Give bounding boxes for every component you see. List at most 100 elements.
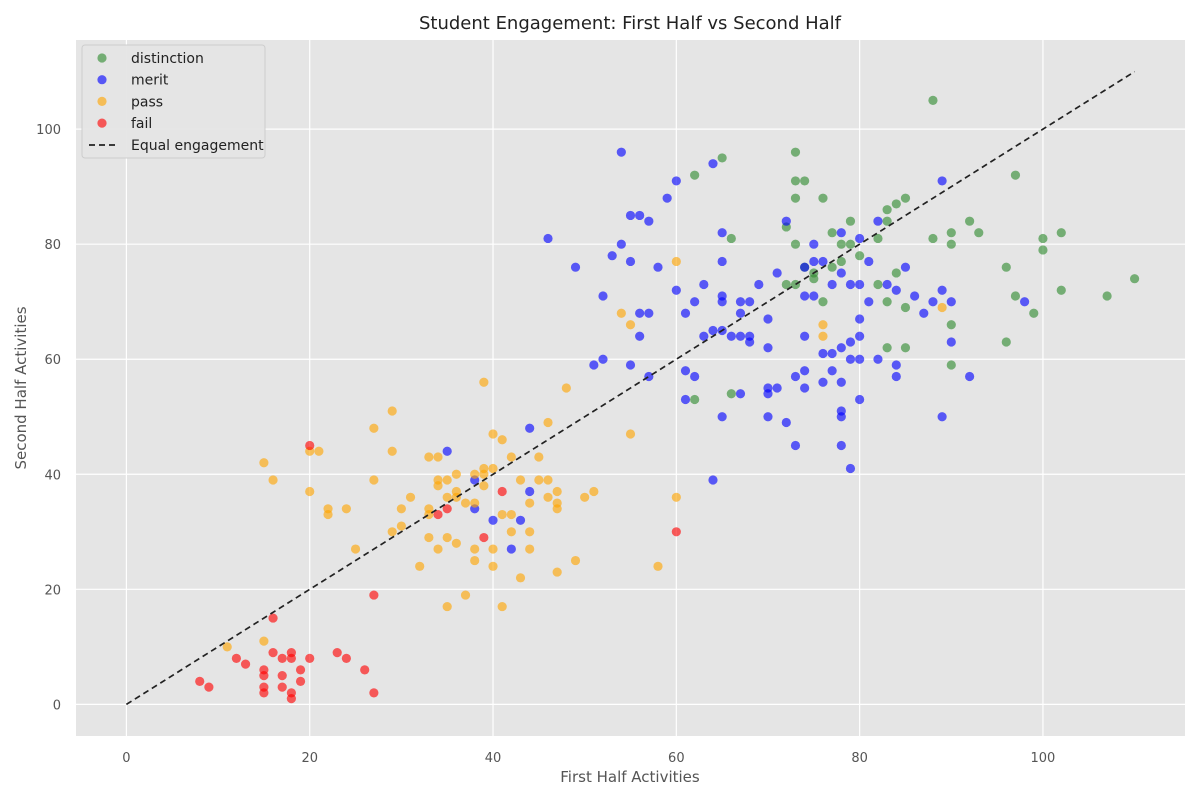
- data-point-distinction: [1010, 291, 1021, 301]
- data-point-pass: [433, 544, 443, 554]
- data-point-distinction: [946, 228, 956, 238]
- data-point-pass: [451, 469, 461, 479]
- data-point-pass: [671, 492, 681, 502]
- x-tick-label: 80: [851, 751, 868, 766]
- legend: distinction merit pass fail Equal engagement: [81, 44, 266, 159]
- data-point-pass: [470, 498, 480, 508]
- data-point-distinction: [1102, 291, 1112, 301]
- data-point-merit: [616, 147, 626, 157]
- data-point-distinction: [1001, 337, 1011, 347]
- legend-label-merit: merit: [131, 73, 169, 89]
- x-tick-labels: 0 20 40 60 80 100: [122, 751, 1055, 766]
- legend-label-equal-engagement: Equal engagement: [131, 138, 264, 154]
- data-point-pass: [369, 475, 379, 485]
- data-point-distinction: [946, 320, 956, 330]
- data-point-merit: [809, 239, 819, 249]
- data-point-pass: [314, 446, 324, 456]
- data-point-distinction: [836, 239, 846, 249]
- data-point-merit: [882, 279, 892, 290]
- data-point-pass: [442, 475, 452, 485]
- x-tick-label: 40: [485, 751, 502, 766]
- data-point-pass: [525, 544, 535, 554]
- data-point-pass: [525, 527, 535, 537]
- data-point-fail: [479, 532, 489, 543]
- data-point-fail: [295, 676, 306, 686]
- data-point-fail: [277, 653, 287, 663]
- data-point-merit: [699, 331, 709, 341]
- series-merit: [442, 147, 1030, 554]
- data-point-merit: [891, 360, 901, 370]
- data-point-pass: [525, 498, 535, 508]
- data-point-merit: [845, 463, 856, 474]
- data-point-fail: [369, 688, 379, 698]
- data-point-merit: [845, 279, 856, 290]
- data-point-merit: [525, 486, 535, 497]
- data-point-distinction: [900, 193, 911, 203]
- data-point-merit: [836, 412, 846, 422]
- data-point-pass: [387, 446, 397, 456]
- data-point-merit: [625, 256, 636, 267]
- data-point-distinction: [928, 233, 938, 244]
- data-point-pass: [341, 504, 351, 514]
- y-tick-label: 0: [53, 698, 61, 713]
- data-point-pass: [433, 452, 443, 462]
- data-point-fail: [442, 504, 452, 514]
- y-tick-label: 40: [44, 468, 61, 483]
- data-point-distinction: [781, 279, 791, 290]
- data-point-distinction: [946, 239, 956, 249]
- data-point-pass: [488, 561, 498, 571]
- data-point-distinction: [690, 394, 700, 405]
- data-point-pass: [305, 486, 315, 497]
- data-point-merit: [873, 354, 883, 364]
- legend-label-fail: fail: [131, 116, 152, 132]
- data-point-pass: [424, 532, 434, 543]
- x-axis-label: First Half Activities: [560, 768, 700, 786]
- data-point-fail: [268, 647, 278, 658]
- data-point-pass: [396, 521, 406, 531]
- data-point-merit: [818, 348, 828, 359]
- data-point-merit: [735, 331, 746, 341]
- data-point-distinction: [818, 193, 828, 203]
- y-tick-label: 20: [44, 583, 61, 598]
- data-point-pass: [415, 561, 425, 571]
- data-point-pass: [543, 475, 553, 485]
- data-point-merit: [800, 331, 810, 341]
- data-point-merit: [690, 297, 700, 307]
- data-point-merit: [836, 343, 846, 353]
- x-tick-label: 100: [1031, 751, 1056, 766]
- data-point-pass: [506, 527, 516, 537]
- data-point-pass: [580, 492, 590, 502]
- data-point-distinction: [891, 268, 901, 278]
- equal-engagement-line: [125, 70, 1136, 706]
- data-point-merit: [525, 423, 535, 433]
- data-point-distinction: [809, 274, 819, 284]
- data-point-fail: [360, 665, 370, 675]
- data-point-distinction: [882, 205, 892, 215]
- data-point-pass: [552, 504, 562, 514]
- data-point-merit: [653, 262, 663, 272]
- data-point-merit: [625, 210, 636, 221]
- data-point-pass: [442, 601, 452, 612]
- data-point-merit: [708, 325, 718, 336]
- data-point-fail: [240, 659, 251, 669]
- data-point-merit: [717, 228, 727, 238]
- data-point-fail: [295, 665, 306, 675]
- data-point-distinction: [882, 297, 892, 307]
- series-distinction: [690, 95, 1140, 405]
- data-point-merit: [763, 389, 773, 399]
- data-point-merit: [671, 176, 681, 186]
- grid-lines: [76, 40, 1185, 736]
- data-point-pass: [653, 561, 663, 571]
- data-point-distinction: [873, 279, 883, 290]
- y-tick-label: 80: [44, 238, 61, 253]
- data-point-merit: [855, 314, 865, 324]
- data-point-distinction: [690, 170, 700, 180]
- data-point-fail: [433, 509, 443, 520]
- data-point-merit: [845, 337, 856, 347]
- data-point-fail: [332, 647, 342, 658]
- data-point-pass: [479, 481, 489, 491]
- data-point-pass: [396, 504, 406, 514]
- data-point-fail: [286, 694, 296, 704]
- data-point-pass: [470, 469, 480, 479]
- data-point-distinction: [827, 262, 837, 272]
